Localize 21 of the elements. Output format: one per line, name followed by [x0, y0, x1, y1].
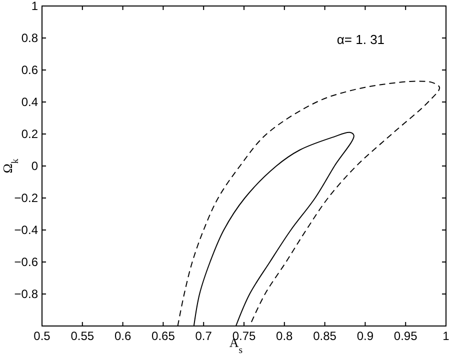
x-tick-label: 0.6 — [114, 329, 132, 343]
y-tick-label: 0.6 — [21, 63, 38, 77]
x-tick-label: 0.9 — [356, 329, 374, 343]
x-tick-label: 0.7 — [195, 329, 212, 343]
x-tick-label: 0.85 — [313, 329, 337, 343]
x-tick-label: 0.5 — [34, 329, 51, 343]
x-tick-label: 0.65 — [152, 329, 176, 343]
y-tick-label: 1 — [31, 0, 38, 13]
y-tick-label: −0.4 — [14, 223, 38, 237]
x-tick-label: 1 — [442, 329, 450, 343]
x-tick-label: 0.95 — [394, 329, 418, 343]
y-tick-label: 0.8 — [21, 31, 38, 45]
y-tick-label: 0 — [31, 159, 38, 173]
x-tick-label: 0.8 — [276, 329, 294, 343]
y-tick-label: 0.2 — [21, 127, 38, 141]
annotation: α= 1. 31 — [336, 32, 385, 47]
x-tick-label: 0.55 — [70, 329, 94, 343]
y-tick-label: −0.2 — [14, 191, 38, 205]
y-tick-label: −0.8 — [14, 287, 38, 301]
y-tick-label: −0.6 — [14, 255, 38, 269]
y-tick-label: 0.4 — [21, 95, 38, 109]
